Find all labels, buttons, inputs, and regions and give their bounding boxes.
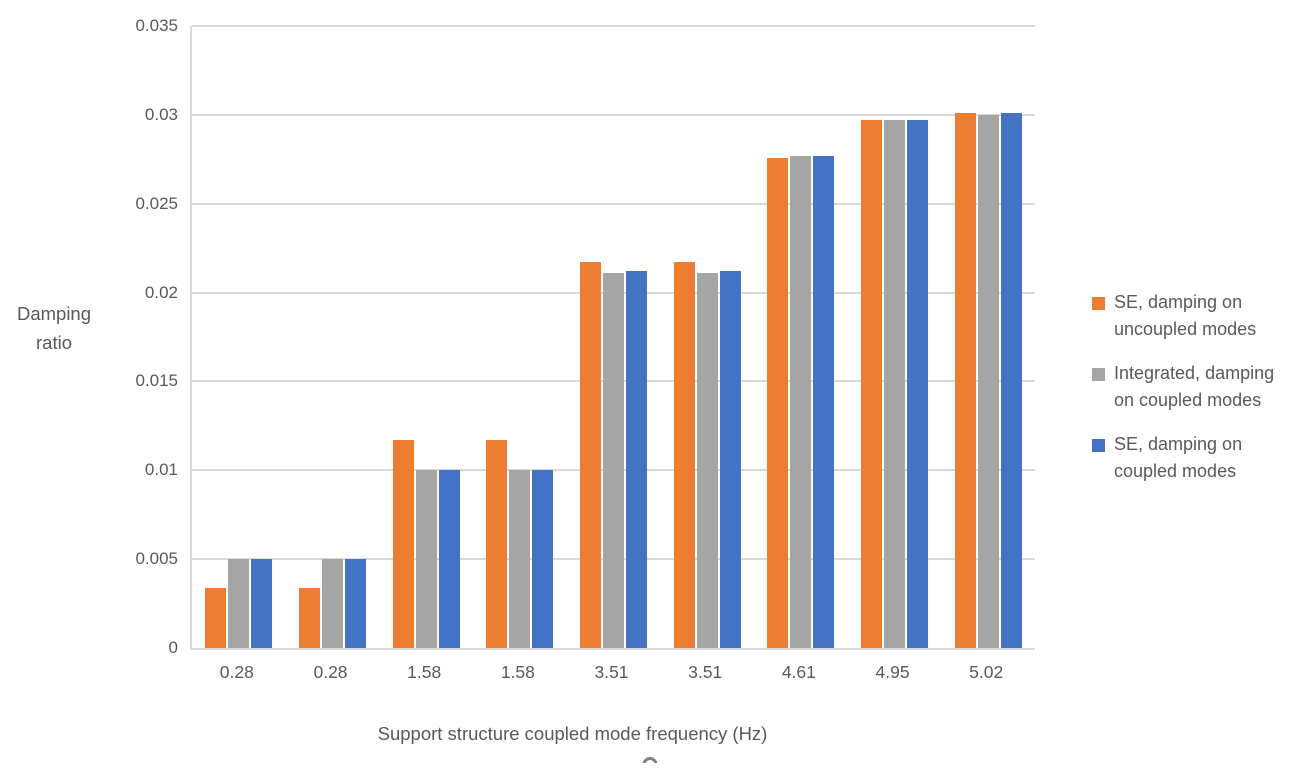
legend-label-line: on coupled modes <box>1114 390 1262 410</box>
bar <box>861 120 883 648</box>
gridline <box>192 113 1035 116</box>
bar <box>954 113 976 648</box>
y-tick-label: 0.02 <box>144 282 178 302</box>
bar <box>392 440 414 648</box>
bar <box>696 273 718 648</box>
legend-label: SE, damping on coupled modes <box>1114 431 1242 485</box>
plot-area <box>190 25 1035 650</box>
bar-group <box>941 26 1035 648</box>
bar <box>322 559 343 648</box>
bar-group <box>567 26 661 648</box>
legend: SE, damping on uncoupled modes Integrated,… <box>1092 289 1274 502</box>
cut-off-text-fragment <box>641 757 657 763</box>
bar <box>884 120 906 648</box>
legend-label-line: SE, damping on <box>1114 292 1243 312</box>
gridline <box>192 25 1035 27</box>
bar-group <box>754 26 848 648</box>
legend-item: SE, damping on coupled modes <box>1092 431 1274 485</box>
x-tick-label: 5.02 <box>969 662 1004 682</box>
y-tick-label: 0.03 <box>144 104 178 124</box>
y-axis-title: Damping ratio <box>16 303 92 353</box>
bars-layer <box>192 26 1035 648</box>
bar <box>603 273 625 648</box>
bar <box>438 470 460 648</box>
legend-item: SE, damping on uncoupled modes <box>1092 289 1274 343</box>
x-tick-label: 4.95 <box>875 662 910 682</box>
bar <box>205 587 227 648</box>
y-tick-label: 0.015 <box>135 371 178 391</box>
y-tick-label: 0.01 <box>144 460 178 480</box>
legend-label-line: Integrated, damping <box>1114 363 1275 383</box>
bar <box>580 262 602 648</box>
x-tick-label: 1.58 <box>407 662 442 682</box>
legend-label-line: SE, damping on <box>1114 434 1243 454</box>
x-tick-label: 4.61 <box>781 662 816 682</box>
x-tick-label: 1.58 <box>500 662 535 682</box>
bar <box>415 470 437 648</box>
bar <box>299 587 320 648</box>
bar-group <box>379 26 473 648</box>
y-tick-label: 0.035 <box>135 16 178 35</box>
x-tick-label: 0.28 <box>219 662 254 682</box>
bar-group <box>660 26 754 648</box>
legend-swatch <box>1092 368 1105 381</box>
bar <box>907 120 929 648</box>
x-axis-tick-labels: 0.28 0.28 1.58 1.58 3.51 3.51 4.61 4.95 5.02 <box>190 662 1033 683</box>
bar <box>626 271 648 648</box>
legend-label: Integrated, damping on coupled modes <box>1114 360 1274 414</box>
y-tick-label: 0.025 <box>135 193 178 213</box>
bar <box>673 262 695 648</box>
bar-group <box>848 26 942 648</box>
x-tick-label: 0.28 <box>313 662 348 682</box>
legend-label-line: coupled modes <box>1114 461 1237 481</box>
legend-swatch <box>1092 439 1105 452</box>
legend-swatch <box>1092 297 1105 310</box>
legend-item: Integrated, damping on coupled modes <box>1092 360 1274 414</box>
x-tick-label: 3.51 <box>594 662 629 682</box>
legend-label-line: uncoupled modes <box>1114 319 1257 339</box>
bar <box>790 155 812 648</box>
bar-group <box>473 26 567 648</box>
y-tick-label: 0 <box>168 638 178 657</box>
bar <box>251 559 273 648</box>
y-tick-label: 0.005 <box>135 549 178 569</box>
bar-group <box>192 26 286 648</box>
gridline <box>192 202 1035 205</box>
bar <box>813 155 835 648</box>
legend-label: SE, damping on uncoupled modes <box>1114 289 1256 343</box>
bar <box>532 470 554 648</box>
bar <box>345 559 366 648</box>
bar <box>767 157 789 648</box>
bar <box>1000 113 1022 648</box>
bar-group <box>286 26 380 648</box>
bar <box>228 559 250 648</box>
bar <box>509 470 531 648</box>
x-axis-title: Support structure coupled mode frequency… <box>377 723 768 744</box>
x-tick-label: 3.51 <box>688 662 723 682</box>
bar <box>486 440 508 648</box>
bar <box>977 114 999 648</box>
bar <box>719 271 741 648</box>
